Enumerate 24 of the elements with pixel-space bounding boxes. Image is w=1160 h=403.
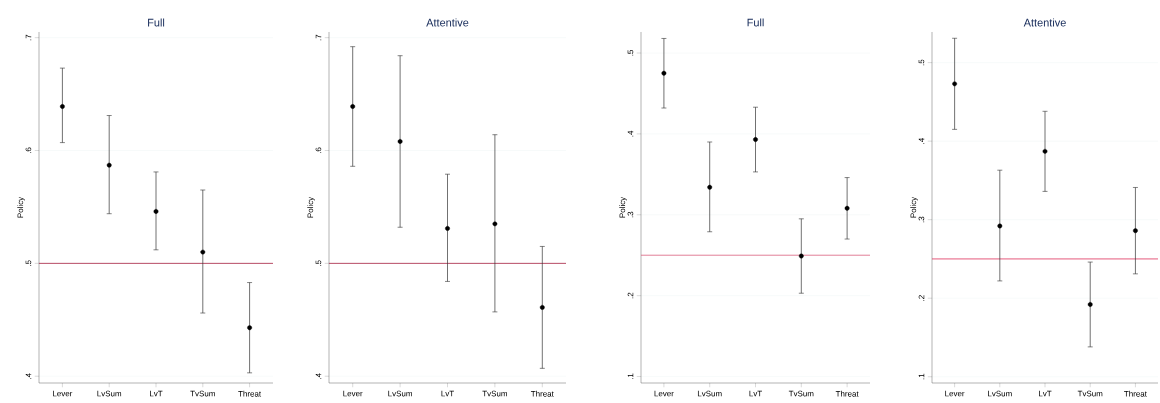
chart-title: Full — [747, 18, 764, 27]
point — [350, 104, 356, 109]
point — [445, 225, 450, 231]
point — [397, 139, 403, 144]
point — [844, 205, 850, 211]
point — [60, 104, 65, 109]
point — [1133, 228, 1138, 234]
point — [707, 184, 713, 190]
point — [1042, 148, 1048, 154]
point — [492, 221, 498, 227]
point — [753, 137, 758, 142]
chart-title: Attentive — [426, 18, 469, 27]
point — [153, 209, 159, 214]
point — [661, 70, 667, 76]
point — [539, 304, 545, 310]
point — [997, 223, 1003, 229]
point — [952, 81, 957, 87]
chart-title: Full — [148, 18, 165, 27]
chart-title: Attentive — [1023, 18, 1066, 27]
point — [200, 249, 206, 255]
point — [247, 325, 252, 331]
point — [798, 253, 804, 259]
point — [106, 162, 112, 168]
point — [1087, 302, 1093, 307]
